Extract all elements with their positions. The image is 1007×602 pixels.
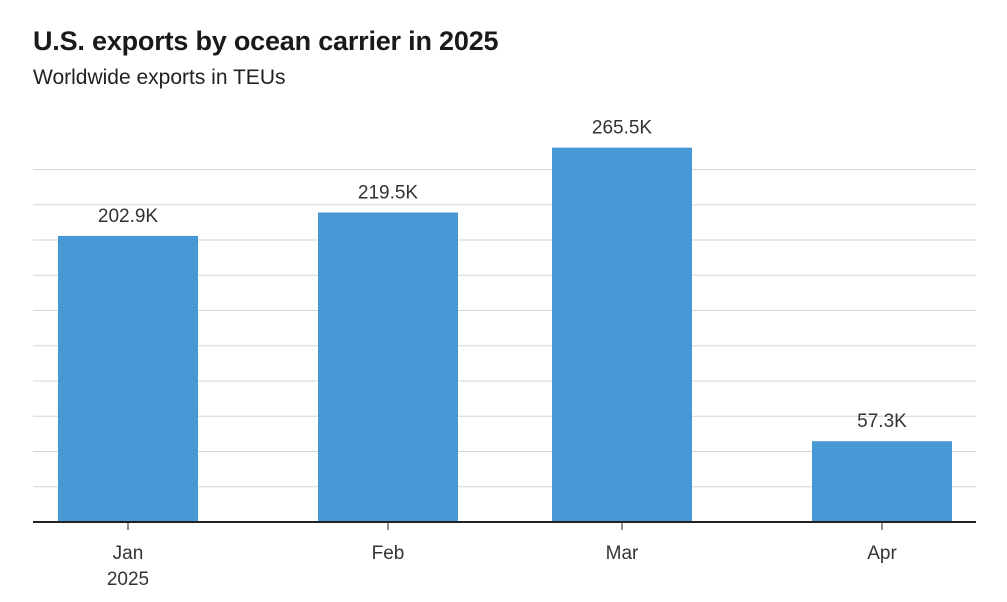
data-label: 202.9K (98, 206, 159, 227)
bar-jan (58, 235, 198, 522)
chart-title: U.S. exports by ocean carrier in 2025 (33, 26, 499, 56)
bar-mar (552, 147, 692, 522)
x-tick-label: Mar (606, 543, 639, 564)
bar-feb (318, 212, 458, 522)
x-tick-sublabel: 2025 (107, 569, 149, 590)
bars (58, 147, 952, 522)
x-tick-label: Apr (867, 543, 897, 564)
x-axis (33, 521, 976, 530)
chart-subtitle: Worldwide exports in TEUs (33, 66, 286, 89)
data-label: 265.5K (592, 118, 653, 139)
data-label: 57.3K (857, 411, 907, 432)
data-label: 219.5K (358, 183, 419, 204)
bar-apr (812, 441, 952, 522)
x-tick-label: Feb (372, 543, 405, 564)
labels: 202.9K 219.5K 265.5K 57.3K Jan 2025 Feb Mar Apr (98, 118, 907, 590)
x-tick-label: Jan (113, 543, 144, 564)
